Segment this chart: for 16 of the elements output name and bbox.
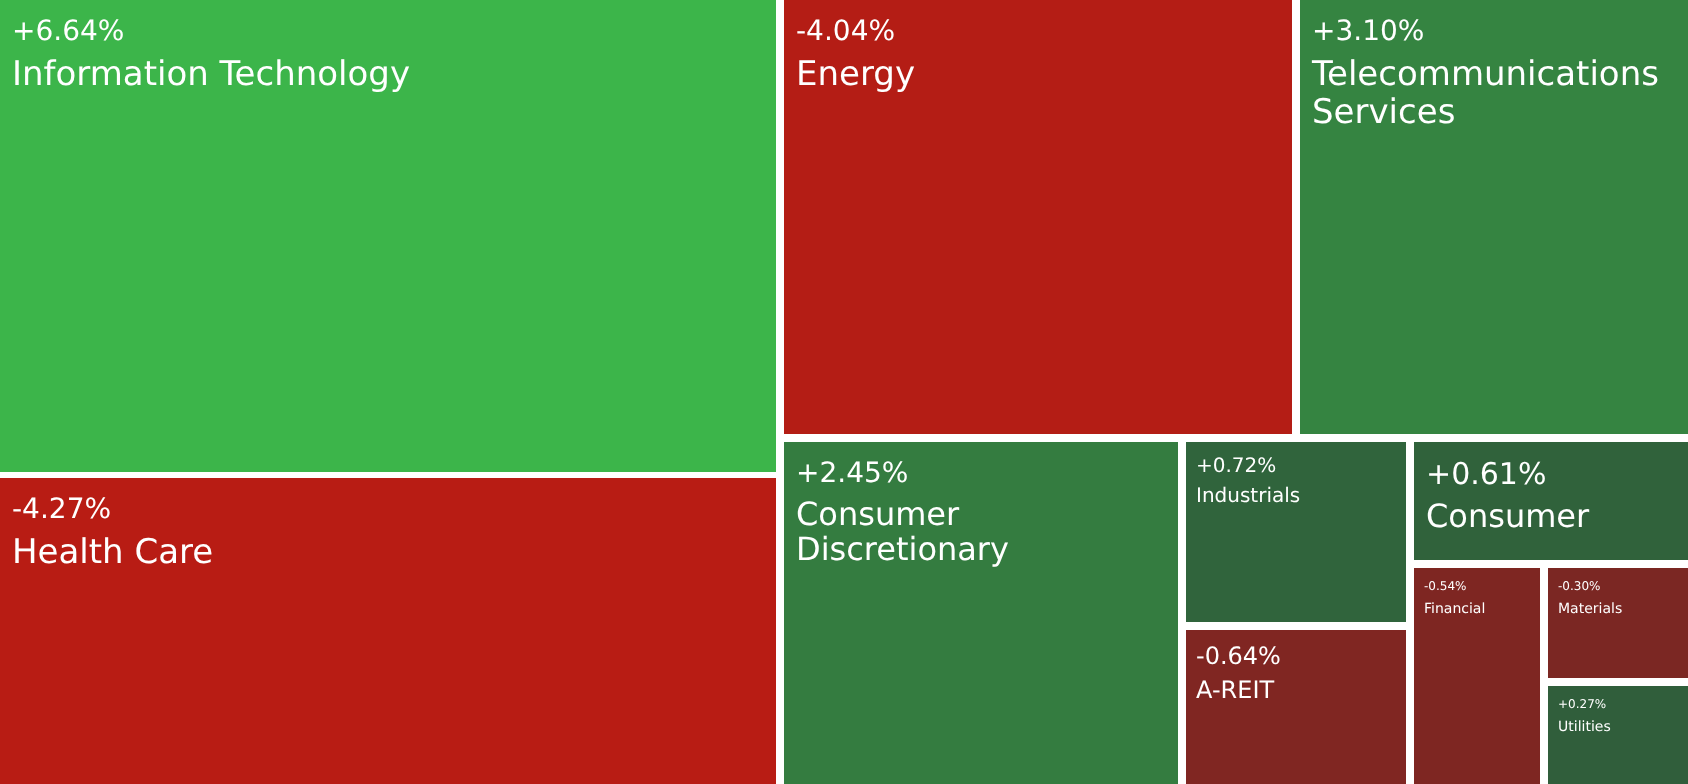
category-label: Energy xyxy=(796,55,916,96)
data-label: -4.04% xyxy=(796,16,896,48)
category-label: Information Technology xyxy=(12,55,411,96)
category-label: A-REIT xyxy=(1196,676,1276,705)
data-label: +2.45% xyxy=(796,458,909,490)
category-label: Industrials xyxy=(1196,486,1301,508)
category-label: Consumer xyxy=(1426,497,1591,536)
category-label: Consumer Discretionary xyxy=(796,495,1009,569)
data-label: -0.64% xyxy=(1196,642,1281,670)
data-label: +0.72% xyxy=(1196,456,1277,478)
data-label: +3.10% xyxy=(1312,16,1425,48)
data-label: +6.64% xyxy=(12,16,125,48)
category-label: Telecommunications Services xyxy=(1310,55,1660,133)
data-label: -4.27% xyxy=(12,494,112,526)
data-label: +0.61% xyxy=(1426,456,1547,492)
category-label: Health Care xyxy=(12,533,214,574)
